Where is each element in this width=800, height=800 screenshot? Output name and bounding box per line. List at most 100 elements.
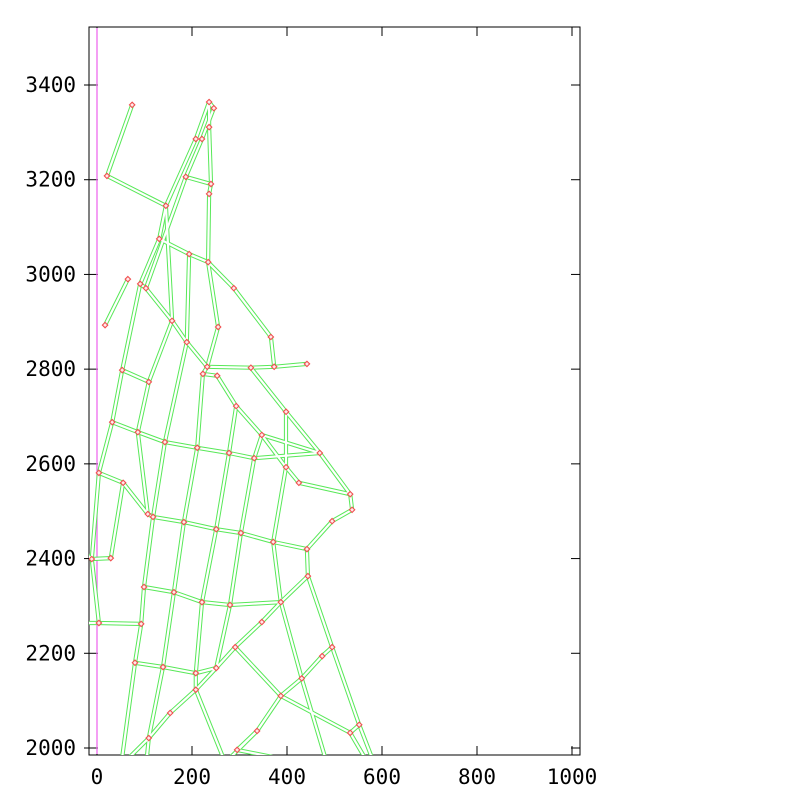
- street-edge: [109, 481, 125, 560]
- street-edge: [147, 711, 172, 740]
- street-edge: [279, 677, 303, 698]
- street-edge: [121, 282, 142, 372]
- street-edge: [215, 645, 237, 670]
- street-edge: [228, 531, 242, 607]
- street-edge: [234, 620, 263, 649]
- node-diamond: [304, 572, 312, 580]
- y-tick-label: 2600: [25, 452, 76, 476]
- node-diamond: [107, 554, 115, 562]
- street-edge: [269, 335, 276, 368]
- street-edge: [253, 433, 263, 460]
- node-diamond: [198, 135, 206, 143]
- node-diamond: [204, 258, 212, 266]
- y-tick-label: 2400: [25, 547, 76, 571]
- node-diamond: [140, 583, 148, 591]
- street-edge: [200, 600, 232, 607]
- street-edge: [188, 253, 210, 264]
- node-diamond: [230, 284, 238, 292]
- street-edge: [194, 666, 218, 675]
- street-edge: [164, 137, 197, 207]
- street-edge: [260, 433, 288, 469]
- street-edge: [184, 137, 204, 178]
- street-edge: [239, 531, 275, 544]
- street-edge: [121, 369, 150, 383]
- street-edge: [163, 441, 199, 449]
- street-edge: [260, 600, 282, 624]
- y-tick-label: 2200: [25, 641, 76, 665]
- street-edge: [331, 508, 354, 523]
- street-edge: [152, 441, 166, 519]
- street-edge: [169, 688, 197, 715]
- node-diamond: [193, 444, 201, 452]
- node-diamond: [346, 729, 354, 737]
- node-diamond: [168, 317, 176, 325]
- edge-core-pass: [89, 100, 373, 755]
- node-diamond: [267, 333, 275, 341]
- street-edge: [231, 729, 259, 755]
- street-edge: [273, 362, 308, 368]
- node-diamond: [145, 734, 153, 742]
- node-diamond: [192, 669, 200, 677]
- node-diamond: [149, 513, 157, 521]
- street-edge: [158, 204, 167, 240]
- node-diamond: [170, 588, 178, 596]
- street-edge: [133, 622, 143, 664]
- street-edge: [136, 380, 150, 434]
- node-diamond: [199, 370, 207, 378]
- street-edge: [227, 405, 238, 455]
- street-edge: [206, 365, 252, 369]
- node-diamond: [192, 135, 200, 143]
- node-diamond: [166, 709, 174, 717]
- node-diamond: [212, 664, 220, 672]
- node-diamond: [295, 479, 303, 487]
- node-diamond: [205, 190, 213, 198]
- node-diamond: [316, 449, 324, 457]
- street-edge: [121, 481, 149, 516]
- street-edge: [236, 748, 269, 755]
- node-diamond: [162, 202, 170, 210]
- y-tick-label: 3200: [25, 168, 76, 192]
- node-diamond: [277, 692, 285, 700]
- plot-frame: [88, 26, 581, 756]
- street-edge: [272, 540, 308, 551]
- street-edge: [215, 528, 242, 535]
- street-edge: [305, 547, 309, 578]
- node-diamond: [155, 235, 163, 243]
- street-edge: [232, 287, 272, 338]
- x-tick-label: 400: [268, 765, 306, 789]
- street-edge: [207, 261, 235, 290]
- street-edge: [215, 603, 232, 670]
- node-diamond: [213, 372, 221, 380]
- node-diamond: [185, 250, 193, 258]
- street-edge: [207, 192, 211, 264]
- street-edge: [284, 410, 321, 455]
- street-edge: [208, 125, 213, 186]
- node-diamond: [346, 490, 354, 498]
- node-diamond: [180, 518, 188, 526]
- street-edge: [234, 645, 282, 698]
- street-edge: [136, 431, 166, 444]
- street-edge: [194, 666, 218, 691]
- node-diamond: [182, 173, 190, 181]
- node-diamond: [183, 338, 191, 346]
- node-diamond: [205, 98, 213, 106]
- node-diamond: [101, 321, 109, 329]
- node-diamond: [108, 418, 116, 426]
- street-edge: [142, 515, 155, 589]
- street-network: [89, 98, 374, 755]
- node-diamond: [328, 643, 336, 651]
- street-edge: [249, 366, 288, 413]
- street-edge: [228, 600, 282, 607]
- street-edge: [196, 372, 204, 449]
- street-edge: [207, 261, 220, 329]
- node-diamond: [225, 449, 233, 457]
- node-diamond: [355, 721, 363, 729]
- node-diamond: [258, 431, 266, 439]
- street-edge: [144, 175, 187, 290]
- street-edge: [139, 237, 161, 285]
- street-edge: [105, 103, 134, 177]
- node-diamond: [328, 517, 336, 525]
- node-diamond: [159, 663, 167, 671]
- street-edge: [111, 369, 124, 424]
